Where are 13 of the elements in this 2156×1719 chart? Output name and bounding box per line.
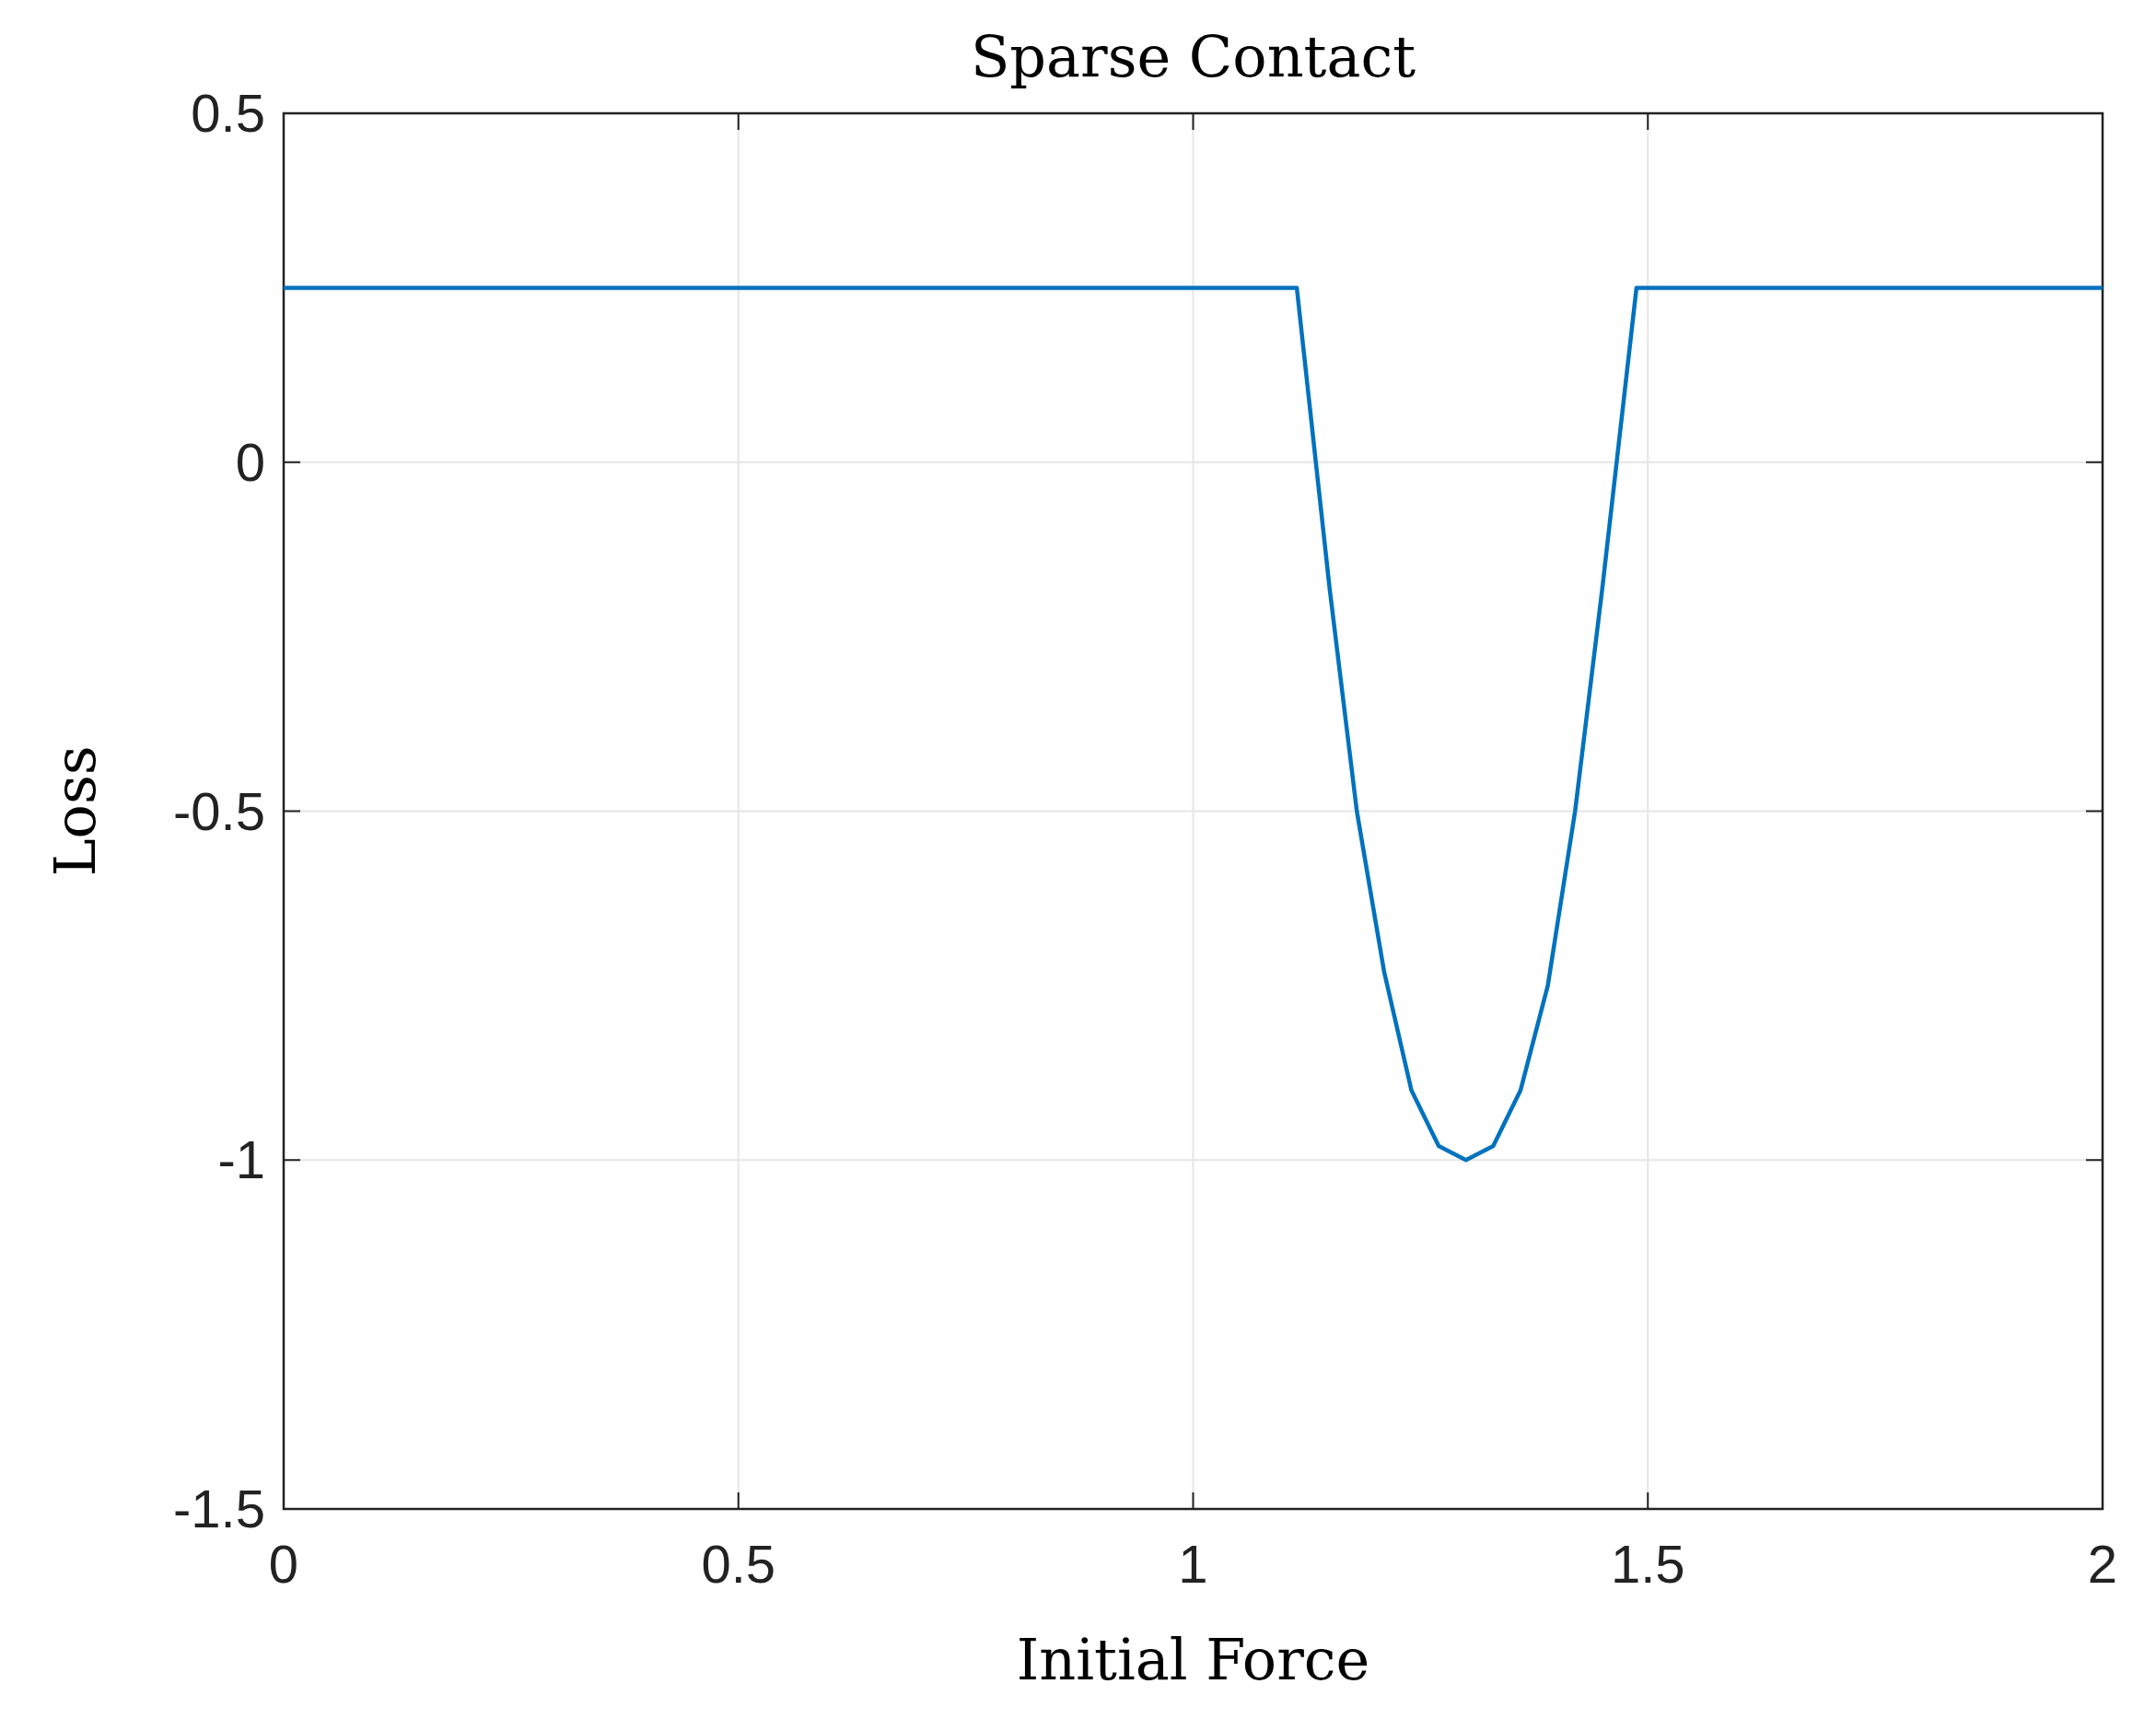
x-tick-label: 1.5 (1610, 1534, 1685, 1594)
y-tick-label: -1 (217, 1129, 265, 1190)
y-tick-label: -0.5 (173, 780, 265, 841)
x-axis-title: Initial Force (1016, 1626, 1370, 1693)
chart-title: Sparse Contact (970, 23, 1416, 90)
line-series (281, 286, 2105, 1163)
y-axis-title: Loss (41, 745, 109, 877)
x-tick-label: 2 (2087, 1534, 2118, 1594)
y-tick-label: 0 (235, 431, 265, 492)
y-tick-label: -1.5 (173, 1479, 265, 1538)
x-tick-label: 1 (1178, 1534, 1208, 1594)
x-tick-label: 0.5 (701, 1534, 776, 1594)
y-tick-label: 0.5 (191, 83, 265, 143)
